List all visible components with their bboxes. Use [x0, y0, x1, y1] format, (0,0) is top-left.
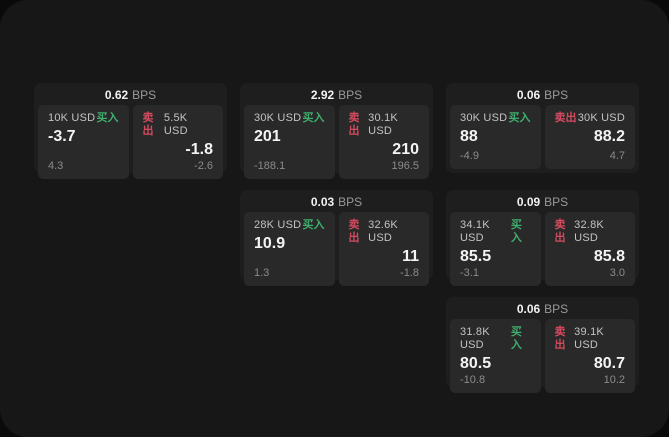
spread-value: 0.06: [516, 88, 541, 102]
spread-header: 0.06 BPS: [450, 86, 635, 105]
buy-price: 201: [254, 128, 281, 145]
sell-label: 卖出: [554, 326, 566, 351]
spread-unit: BPS: [338, 195, 363, 209]
sell-change: 3.0: [609, 267, 625, 279]
sell-label: 卖出: [348, 112, 360, 137]
sell-pane[interactable]: 卖出 30K USD 88.2 4.7: [544, 105, 635, 169]
quote-card: 0.06 BPS 30K USD 买入 88 -4.9 卖出 30K USD: [446, 83, 639, 173]
sell-change: -1.8: [400, 267, 419, 279]
sell-pane[interactable]: 卖出 32.8K USD 85.8 3.0: [544, 212, 635, 286]
buy-change: 4.3: [48, 160, 64, 172]
spread-header: 0.06 BPS: [450, 300, 635, 319]
spread-header: 0.09 BPS: [450, 193, 635, 212]
buy-price: -3.7: [48, 128, 76, 145]
spread-header: 0.62 BPS: [38, 86, 223, 105]
sell-price: 85.8: [593, 248, 625, 265]
buy-pane[interactable]: 30K USD 买入 88 -4.9: [450, 105, 541, 169]
sell-price: 88.2: [593, 128, 625, 145]
buy-change: -4.9: [460, 150, 479, 162]
sell-price: 11: [402, 248, 419, 265]
sell-pane[interactable]: 卖出 39.1K USD 80.7 10.2: [544, 319, 635, 393]
quote-card: 0.09 BPS 34.1K USD 买入 85.5 -3.1 卖出 32.8K…: [446, 190, 639, 286]
buy-change: 1.3: [254, 267, 270, 279]
spread-value: 0.62: [104, 88, 129, 102]
quote-card: 0.62 BPS 10K USD 买入 -3.7 4.3 卖出 5.5K USD: [34, 83, 227, 179]
buy-change: -3.1: [460, 267, 479, 279]
sell-change: -2.6: [194, 160, 213, 172]
buy-label: 买入: [96, 112, 119, 124]
sell-price: 80.7: [593, 355, 625, 372]
sell-amount: 30.1K USD: [368, 112, 398, 137]
buy-pane[interactable]: 28K USD 买入 10.9 1.3: [244, 212, 335, 286]
buy-label: 买入: [510, 219, 522, 244]
buy-price: 80.5: [460, 355, 492, 372]
spread-value: 0.06: [516, 302, 541, 316]
spread-value: 2.92: [310, 88, 335, 102]
spread-value: 0.09: [516, 195, 541, 209]
buy-label: 买入: [302, 219, 325, 231]
buy-amount: 30K USD: [254, 112, 302, 124]
spread-header: 2.92 BPS: [244, 86, 429, 105]
buy-amount: 30K USD: [460, 112, 508, 124]
sell-label: 卖出: [554, 112, 577, 124]
sell-change: 196.5: [391, 160, 419, 172]
sell-pane[interactable]: 卖出 32.6K USD 11 -1.8: [338, 212, 429, 286]
sell-label: 卖出: [142, 112, 154, 137]
buy-price: 10.9: [254, 235, 286, 252]
sell-change: 10.2: [603, 374, 625, 386]
buy-amount: 31.8K USD: [460, 326, 490, 351]
sell-amount: 32.6K USD: [368, 219, 398, 244]
buy-amount: 10K USD: [48, 112, 96, 124]
buy-pane[interactable]: 10K USD 买入 -3.7 4.3: [38, 105, 129, 179]
sell-pane[interactable]: 卖出 5.5K USD -1.8 -2.6: [132, 105, 223, 179]
sell-change: 4.7: [609, 150, 625, 162]
buy-label: 买入: [302, 112, 325, 124]
sell-pane[interactable]: 卖出 30.1K USD 210 196.5: [338, 105, 429, 179]
spread-unit: BPS: [544, 88, 569, 102]
buy-pane[interactable]: 34.1K USD 买入 85.5 -3.1: [450, 212, 541, 286]
sell-amount: 32.8K USD: [574, 219, 604, 244]
sell-amount: 30K USD: [577, 112, 625, 124]
buy-amount: 28K USD: [254, 219, 302, 231]
sell-amount: 5.5K USD: [163, 112, 188, 137]
buy-pane[interactable]: 30K USD 买入 201 -188.1: [244, 105, 335, 179]
quote-card: 0.06 BPS 31.8K USD 买入 80.5 -10.8 卖出 39.1…: [446, 297, 639, 393]
spread-unit: BPS: [132, 88, 157, 102]
quote-cards-grid: 0.62 BPS 10K USD 买入 -3.7 4.3 卖出 5.5K USD: [34, 83, 639, 393]
spread-unit: BPS: [544, 302, 569, 316]
buy-label: 买入: [508, 112, 531, 124]
buy-label: 买入: [510, 326, 522, 351]
spread-unit: BPS: [338, 88, 363, 102]
sell-label: 卖出: [554, 219, 566, 244]
spread-value: 0.03: [310, 195, 335, 209]
sell-price: 210: [392, 141, 419, 158]
quote-card: 0.03 BPS 28K USD 买入 10.9 1.3 卖出 32.6K US…: [240, 190, 433, 286]
buy-price: 85.5: [460, 248, 492, 265]
buy-pane[interactable]: 31.8K USD 买入 80.5 -10.8: [450, 319, 541, 393]
sell-amount: 39.1K USD: [574, 326, 604, 351]
spread-header: 0.03 BPS: [244, 193, 429, 212]
spread-unit: BPS: [544, 195, 569, 209]
buy-amount: 34.1K USD: [460, 219, 490, 244]
sell-label: 卖出: [348, 219, 360, 244]
buy-change: -188.1: [254, 160, 286, 172]
buy-price: 88: [460, 128, 478, 145]
quote-card: 2.92 BPS 30K USD 买入 201 -188.1 卖出 30.1K …: [240, 83, 433, 179]
sell-price: -1.8: [185, 141, 213, 158]
buy-change: -10.8: [460, 374, 486, 386]
